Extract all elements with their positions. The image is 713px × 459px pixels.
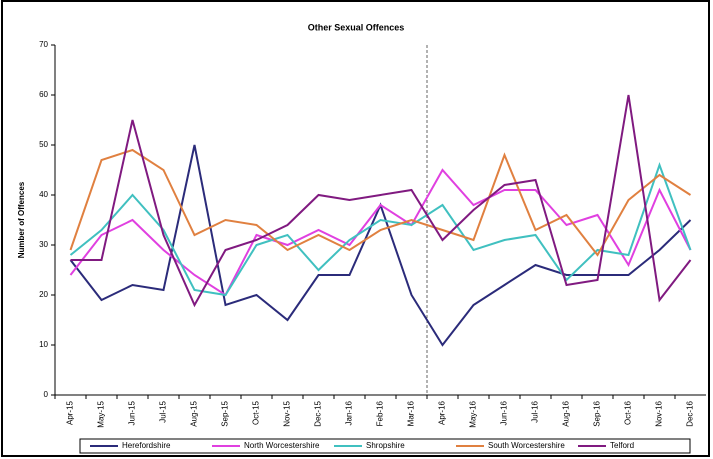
y-tick-label: 70 xyxy=(39,40,48,49)
legend-label: South Worcestershire xyxy=(488,441,565,450)
x-tick-label: May-16 xyxy=(469,400,478,427)
x-tick-label: Mar-16 xyxy=(407,400,416,426)
x-tick-label: Sep-16 xyxy=(593,400,602,426)
legend xyxy=(79,438,691,454)
x-tick-label: Aug-16 xyxy=(562,400,571,426)
x-tick-label: Apr-15 xyxy=(66,400,75,425)
x-tick-label: Oct-16 xyxy=(624,400,633,425)
legend-label: North Worcestershire xyxy=(244,441,320,450)
x-tick-label: Jun-15 xyxy=(128,400,137,425)
x-tick-label: Aug-15 xyxy=(190,400,199,426)
y-tick-label: 20 xyxy=(39,290,48,299)
y-tick-label: 60 xyxy=(39,90,48,99)
series-line xyxy=(69,148,692,257)
x-tick-label: Sep-15 xyxy=(221,400,230,426)
x-tick-label: Jul-15 xyxy=(159,400,168,422)
x-tick-label: Nov-15 xyxy=(283,400,292,426)
x-tick-label: Dec-16 xyxy=(686,400,695,426)
x-tick-label: Nov-16 xyxy=(655,400,664,426)
x-tick-label: Apr-16 xyxy=(438,400,447,425)
x-tick-label: Jul-16 xyxy=(531,400,540,422)
y-tick-label: 10 xyxy=(39,340,48,349)
x-tick-label: Dec-15 xyxy=(314,400,323,426)
chart-title: Other Sexual Offences xyxy=(308,22,405,32)
y-tick-label: 30 xyxy=(39,240,48,249)
legend-label: Shropshire xyxy=(366,441,405,450)
legend-label: Herefordshire xyxy=(122,441,171,450)
series-line xyxy=(69,162,692,297)
y-tick-label: 40 xyxy=(39,190,48,199)
y-tick-label: 0 xyxy=(44,390,49,399)
x-tick-label: Jan-16 xyxy=(345,400,354,425)
y-axis-label: Number of Offences xyxy=(17,181,26,258)
y-tick-label: 50 xyxy=(39,140,48,149)
x-tick-label: Feb-16 xyxy=(376,400,385,426)
x-tick-label: Oct-15 xyxy=(252,400,261,425)
series-line xyxy=(70,94,692,308)
x-tick-label: May-15 xyxy=(97,400,106,427)
legend-label: Telford xyxy=(610,441,634,450)
x-tick-label: Jun-16 xyxy=(500,400,509,425)
